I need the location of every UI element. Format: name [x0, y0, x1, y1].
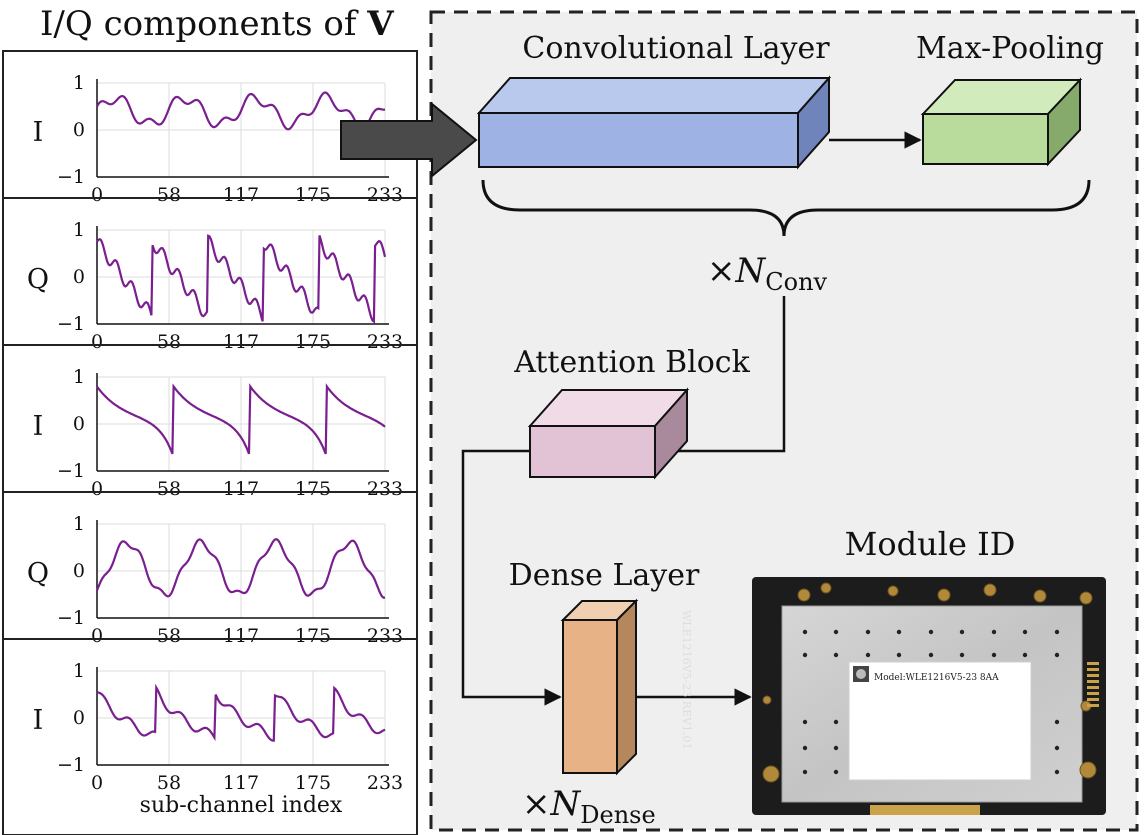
x-tick-label: 233	[367, 625, 403, 647]
pool-block	[920, 77, 1083, 167]
attention-to-dense-arrow	[461, 449, 562, 706]
y-tick-label: 1	[73, 366, 85, 388]
x-tick-label: 117	[223, 331, 259, 353]
y-tick-label: 0	[73, 119, 85, 141]
y-tick-label: 0	[73, 560, 85, 582]
x-tick-label: 175	[295, 478, 331, 500]
dense-label: Dense Layer	[509, 558, 700, 593]
iq-plot-panel: 1 0 −1 0 58 117 175 233 Q	[3, 197, 417, 353]
dense-repeat-label: ×NDense	[522, 784, 656, 829]
y-tick-label: 1	[73, 513, 85, 535]
x-tick-label: 58	[157, 184, 181, 206]
y-tick-label: 0	[73, 413, 85, 435]
x-tick-label: 117	[223, 625, 259, 647]
component-label: I	[33, 705, 44, 736]
x-tick-label: 0	[91, 772, 103, 794]
component-label: I	[33, 411, 44, 442]
dense-block	[560, 598, 639, 776]
wifi-module-image: Model:WLE1216V5-23 8AA WLE1216V5-23 REV1…	[680, 577, 1106, 815]
iq-signal-line	[96, 91, 386, 131]
x-tick-label: 117	[223, 772, 259, 794]
conv-block	[476, 75, 832, 170]
pool-label: Max-Pooling	[916, 31, 1104, 66]
iq-signal-line	[96, 683, 386, 742]
x-tick-label: 58	[157, 478, 181, 500]
conv-to-attention-arrow	[648, 296, 786, 460]
x-tick-label: 233	[367, 772, 403, 794]
y-tick-label: 1	[73, 72, 85, 94]
y-tick-label: 0	[73, 707, 85, 729]
x-tick-label: 0	[91, 625, 103, 647]
module-side-text: WLE1216V5-23 REV1.01	[680, 610, 693, 750]
iq-signal-line	[96, 383, 386, 455]
iq-signal-line	[95, 538, 386, 599]
y-tick-label: −1	[57, 460, 85, 482]
iq-plot-panel: 1 0 −1 0 58 117 175 233 I	[3, 638, 417, 794]
conv-repeat-label: ×NConv	[707, 251, 828, 296]
iq-plot-panel: 1 0 −1 0 58 117 175 233 Q	[3, 491, 417, 647]
attention-label: Attention Block	[513, 345, 750, 380]
y-tick-label: −1	[57, 313, 85, 335]
y-tick-label: 0	[73, 266, 85, 288]
y-tick-label: 1	[73, 660, 85, 682]
y-tick-label: −1	[57, 166, 85, 188]
x-tick-label: 233	[367, 331, 403, 353]
x-axis-label: sub-channel index	[140, 793, 343, 818]
x-tick-label: 175	[295, 772, 331, 794]
plots-frame	[2, 50, 418, 835]
x-tick-label: 117	[223, 184, 259, 206]
component-label: Q	[27, 264, 49, 295]
module-label: Module ID	[845, 525, 1016, 563]
module-model-text: Model:WLE1216V5-23 8AA	[874, 673, 999, 683]
x-tick-label: 175	[295, 331, 331, 353]
x-tick-label: 0	[91, 184, 103, 206]
input-arrow	[340, 101, 478, 179]
y-tick-label: −1	[57, 754, 85, 776]
x-tick-label: 0	[91, 478, 103, 500]
component-label: I	[33, 117, 44, 148]
component-label: Q	[27, 558, 49, 589]
x-tick-label: 233	[367, 184, 403, 206]
iq-signal-line	[96, 234, 387, 324]
x-tick-label: 0	[91, 331, 103, 353]
conv-label: Convolutional Layer	[522, 31, 830, 66]
x-tick-label: 58	[157, 772, 181, 794]
x-tick-label: 117	[223, 478, 259, 500]
x-tick-label: 175	[295, 184, 331, 206]
x-tick-label: 58	[157, 331, 181, 353]
y-tick-label: 1	[73, 219, 85, 241]
figure-title: I/Q components of V	[40, 4, 394, 44]
attention-block	[527, 387, 690, 480]
conv-repeat-brace	[481, 179, 1091, 237]
x-tick-label: 233	[367, 478, 403, 500]
x-tick-label: 58	[157, 625, 181, 647]
iq-plot-panel: 1 0 −1 0 58 117 175 233 I	[3, 344, 417, 500]
y-tick-label: −1	[57, 607, 85, 629]
x-tick-label: 175	[295, 625, 331, 647]
iq-plot-panel: 1 0 −1 0 58 117 175 233 I	[33, 72, 403, 206]
